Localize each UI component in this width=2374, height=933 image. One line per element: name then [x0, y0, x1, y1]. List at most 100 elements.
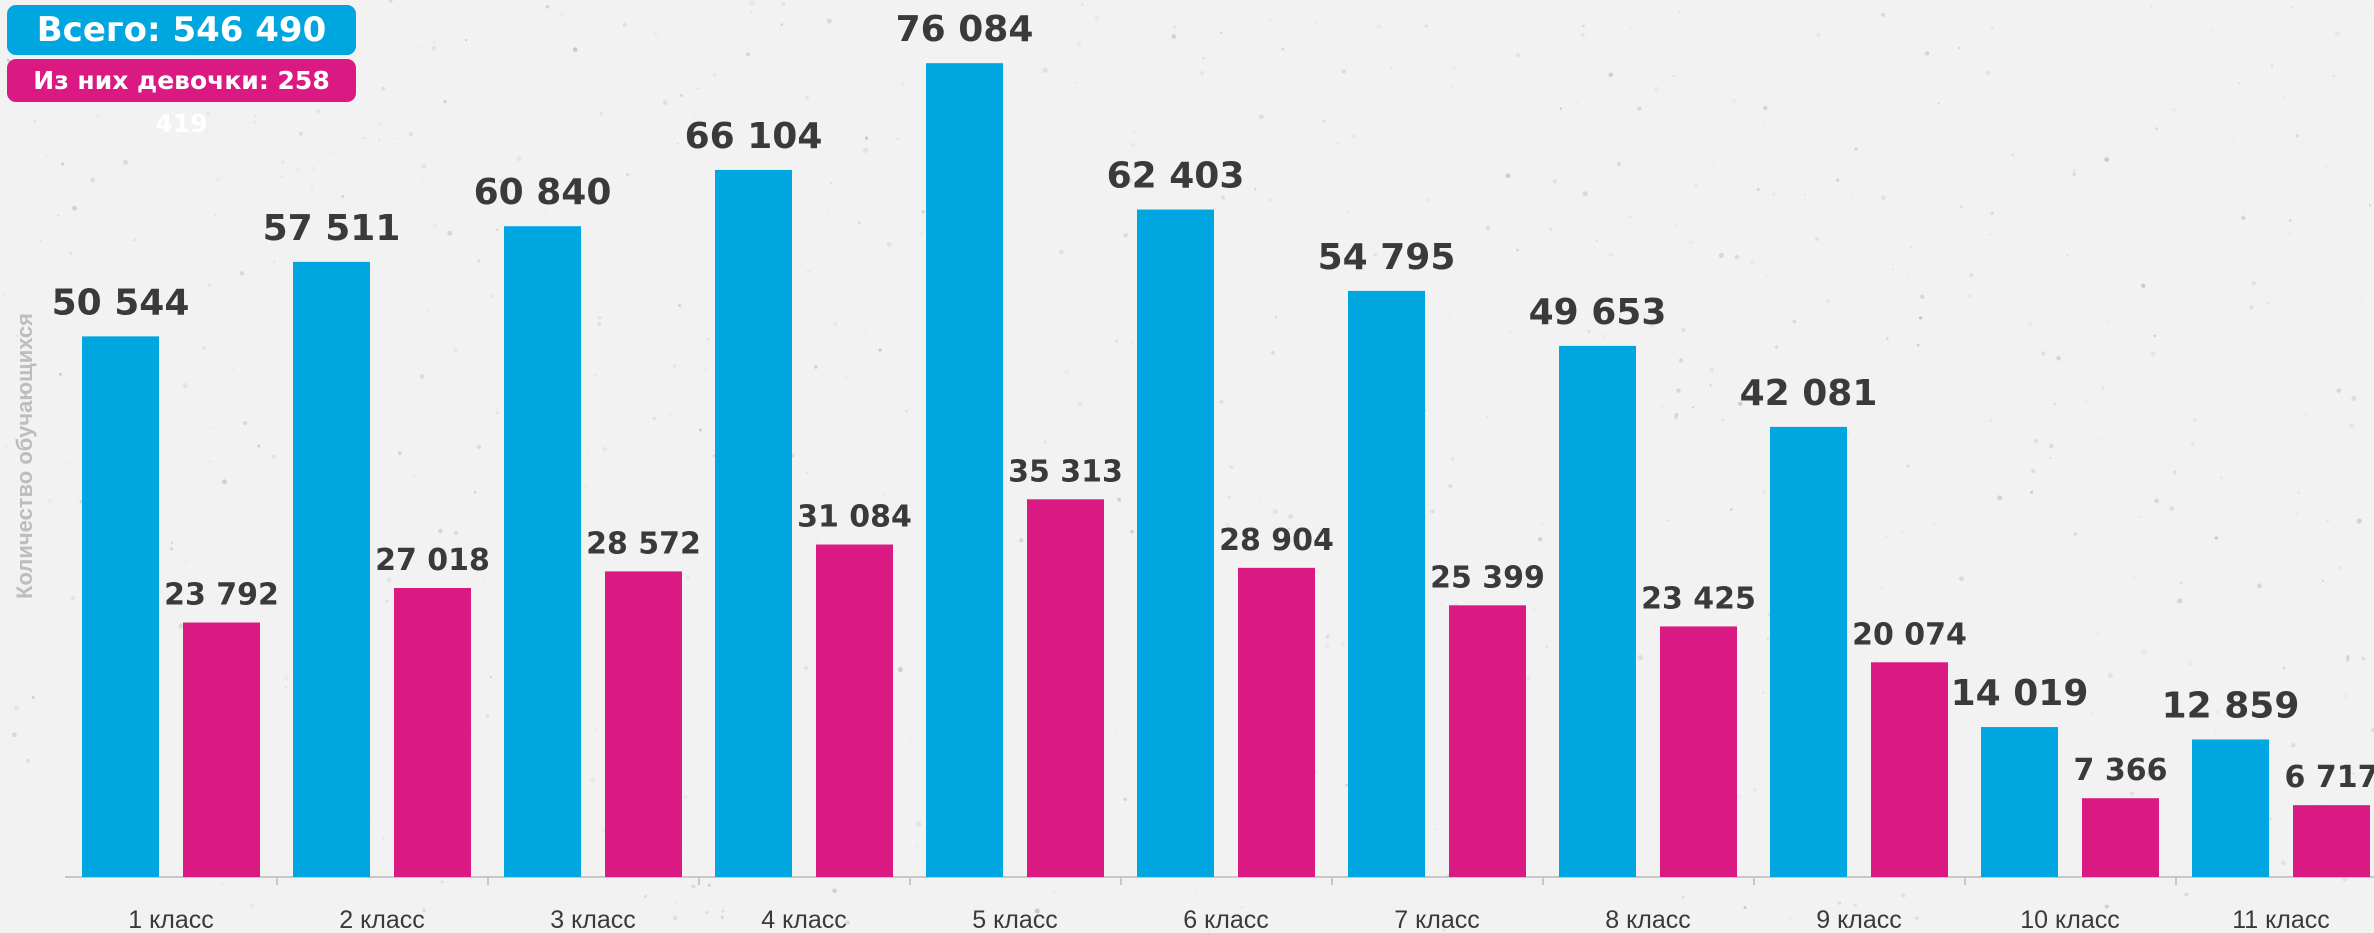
x-tick-label: 2 класс [339, 906, 425, 933]
grain-speck [1376, 24, 1382, 30]
grain-speck [1854, 147, 1858, 151]
grain-speck [222, 124, 224, 126]
grain-speck [1315, 21, 1318, 24]
grain-speck [1320, 528, 1322, 530]
grain-speck [696, 87, 699, 90]
grain-speck [694, 114, 697, 117]
grain-speck [691, 884, 696, 889]
grain-speck [203, 155, 206, 158]
grain-speck [1851, 196, 1853, 198]
grain-speck [878, 348, 882, 352]
grain-speck [584, 485, 587, 488]
grain-speck [2214, 732, 2217, 734]
grain-speck [1885, 535, 1887, 538]
grain-speck [1288, 527, 1291, 530]
grain-speck [1637, 305, 1640, 308]
grain-speck [798, 914, 804, 920]
grain-speck [2108, 686, 2111, 689]
grain-speck [1580, 32, 1585, 37]
grain-speck [1237, 207, 1239, 210]
grain-speck [2324, 165, 2328, 169]
grain-speck [345, 906, 347, 908]
grain-speck [1281, 47, 1285, 51]
grain-speck [1080, 3, 1084, 7]
grain-speck [438, 528, 443, 534]
grain-speck [1916, 343, 1920, 347]
grain-speck [1450, 456, 1455, 462]
grain-speck [482, 578, 485, 580]
grain-speck [1874, 659, 1877, 662]
grain-speck [679, 93, 684, 98]
x-tick-label: 10 класс [2020, 906, 2119, 933]
grain-speck [341, 195, 345, 199]
grain-speck [1451, 85, 1454, 89]
grain-speck [388, 0, 393, 3]
grain-speck [2113, 625, 2116, 629]
grain-speck [2041, 351, 2046, 356]
grain-speck [1019, 538, 1024, 543]
grain-speck [1749, 259, 1755, 265]
grain-speck [2073, 532, 2077, 536]
x-tick-label: 3 класс [550, 906, 636, 933]
grain-speck [642, 916, 645, 919]
grain-speck [2350, 783, 2355, 788]
grain-speck [2296, 513, 2298, 515]
grain-speck [1254, 188, 1257, 191]
grain-speck [1362, 212, 1365, 215]
grain-speck [672, 915, 678, 921]
grain-speck [1225, 522, 1229, 527]
grain-speck [443, 100, 447, 104]
x-tick-label: 11 класс [2232, 906, 2330, 933]
grain-speck [1207, 929, 1210, 932]
grain-speck [381, 86, 386, 91]
grain-speck [882, 492, 885, 495]
grain-speck [516, 156, 522, 162]
grain-speck [807, 649, 809, 651]
grain-speck [2233, 139, 2236, 142]
grain-speck [1997, 495, 2003, 501]
bar-total [926, 63, 1003, 878]
grain-speck [2334, 31, 2340, 37]
grain-speck [560, 12, 565, 17]
grain-speck [2321, 579, 2324, 582]
grain-speck [722, 907, 724, 910]
grain-speck [2030, 490, 2034, 494]
grain-speck [1074, 82, 1077, 84]
grain-speck [2048, 642, 2052, 646]
grain-speck [431, 46, 437, 51]
grain-speck [1934, 517, 1936, 519]
grain-speck [2209, 29, 2215, 34]
grain-speck [1923, 640, 1926, 643]
grain-speck [2345, 658, 2350, 662]
bar-girls [1660, 626, 1737, 877]
grain-speck [1881, 12, 1886, 17]
grain-speck [1693, 182, 1699, 188]
grain-speck [1732, 99, 1737, 104]
grain-speck [1199, 70, 1205, 76]
grain-speck [1228, 868, 1231, 870]
grain-speck [1692, 586, 1695, 589]
grain-speck [1879, 585, 1885, 591]
grain-speck [1485, 225, 1491, 231]
grain-speck [1563, 68, 1565, 70]
grain-speck [1180, 137, 1182, 139]
grain-speck [1133, 131, 1136, 134]
grain-speck [284, 675, 289, 681]
grain-speck [2290, 742, 2296, 748]
grain-speck [2141, 283, 2146, 288]
grain-speck [625, 172, 630, 177]
grain-speck [1709, 383, 1712, 387]
grain-speck [2295, 134, 2300, 138]
y-axis-label: Количество обучающихся [12, 313, 37, 599]
grain-speck [2172, 470, 2177, 475]
grain-speck [171, 541, 174, 544]
grain-speck [1220, 195, 1226, 200]
grain-speck [415, 44, 421, 50]
grain-speck [2137, 515, 2142, 519]
grain-speck [2122, 529, 2124, 531]
grain-speck [1388, 77, 1393, 82]
grain-speck [886, 241, 892, 247]
grain-speck [2327, 519, 2329, 522]
grain-speck [273, 261, 276, 263]
grain-speck [826, 18, 832, 24]
